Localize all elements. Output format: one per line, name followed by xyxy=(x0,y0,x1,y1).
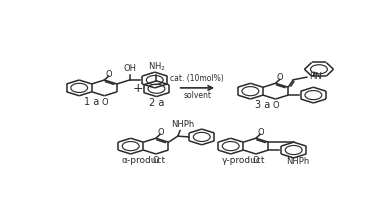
Text: O: O xyxy=(257,128,264,137)
Text: O: O xyxy=(277,73,283,82)
Text: 2 a: 2 a xyxy=(149,98,164,108)
Text: solvent: solvent xyxy=(183,91,212,100)
Text: α-product: α-product xyxy=(121,156,165,165)
Text: NHPh: NHPh xyxy=(171,120,194,129)
Text: O: O xyxy=(101,98,108,107)
Text: +: + xyxy=(133,82,143,95)
Text: O: O xyxy=(157,128,164,137)
Text: OH: OH xyxy=(123,64,136,73)
Text: γ-product: γ-product xyxy=(222,156,265,165)
Text: O: O xyxy=(152,156,159,165)
Text: 3 a: 3 a xyxy=(255,100,271,110)
Text: cat. (10mol%): cat. (10mol%) xyxy=(170,74,224,83)
Text: HN: HN xyxy=(309,72,322,81)
Text: O: O xyxy=(253,156,259,165)
Text: O: O xyxy=(272,101,279,110)
Text: O: O xyxy=(106,70,112,79)
Text: NH$_2$: NH$_2$ xyxy=(148,60,165,73)
Text: NHPh: NHPh xyxy=(287,157,310,166)
Text: 1 a: 1 a xyxy=(84,97,99,107)
